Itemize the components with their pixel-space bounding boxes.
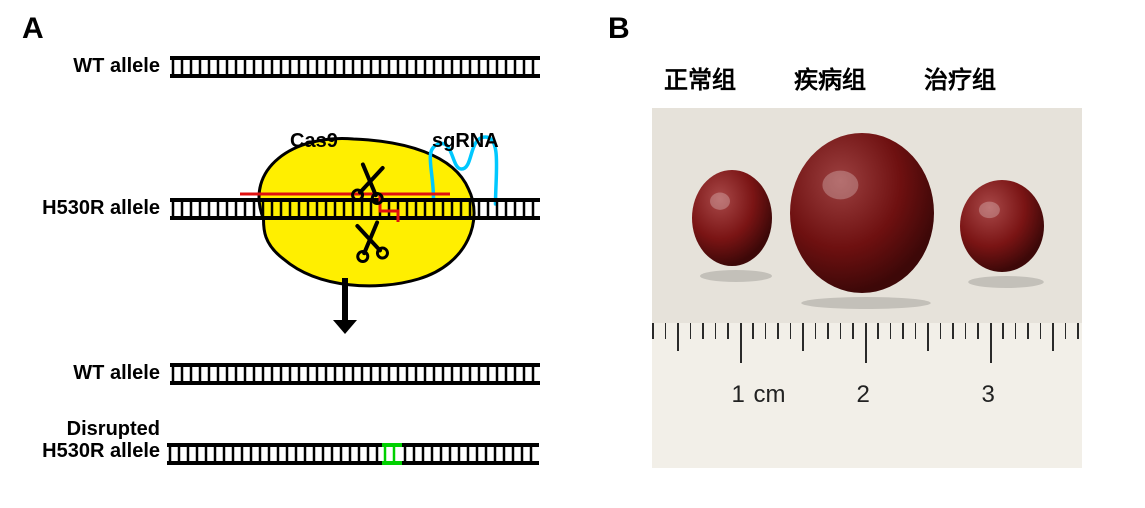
ruler-number: 1 (732, 381, 745, 409)
ruler-tick (1052, 323, 1054, 351)
label-wt-allele-2: WT allele (10, 362, 160, 385)
ruler-tick (840, 323, 842, 339)
ruler-tick (927, 323, 929, 351)
panel-b-label: B (608, 12, 630, 46)
ruler-tick (665, 323, 667, 339)
ruler-tick (940, 323, 942, 339)
ruler-tick (952, 323, 954, 339)
ruler-tick (1027, 323, 1029, 339)
label-normal-group: 正常组 (650, 60, 750, 95)
ruler: 1 cm 2 3 (652, 323, 1082, 468)
wt-allele-2 (170, 365, 540, 383)
ruler-tick (877, 323, 879, 339)
label-disrupted-line2: H530R allele (10, 440, 160, 463)
ruler-tick (1002, 323, 1004, 339)
ruler-tick (915, 323, 917, 339)
ruler-tick (815, 323, 817, 339)
ruler-tick (752, 323, 754, 339)
wt-allele-1 (170, 58, 540, 76)
ruler-tick (715, 323, 717, 339)
label-disrupted-line1: Disrupted (10, 418, 160, 441)
arrow-head (333, 320, 357, 334)
ruler-tick (902, 323, 904, 339)
ruler-tick (677, 323, 679, 351)
ruler-unit: cm (754, 381, 786, 409)
ruler-tick (727, 323, 729, 339)
disrupted-allele-short (167, 445, 382, 463)
label-treatment-group: 治疗组 (910, 60, 1010, 95)
ruler-number: 2 (857, 381, 870, 409)
figure-root: A WT allele H530R allele Cas9 sgRNA WT a… (0, 0, 1145, 508)
ruler-tick (827, 323, 829, 339)
ruler-tick (652, 323, 654, 339)
organs-svg (652, 108, 1082, 323)
ruler-tick (790, 323, 792, 339)
ruler-tick (1077, 323, 1079, 339)
ruler-tick (777, 323, 779, 339)
label-cas9: Cas9 (290, 130, 338, 153)
ruler-tick (765, 323, 767, 339)
label-disease-group: 疾病组 (780, 60, 880, 95)
disrupted-allele-marker (382, 445, 402, 463)
ruler-tick (802, 323, 804, 351)
organ-normal (692, 170, 772, 266)
ruler-tick (865, 323, 868, 363)
ruler-tick (690, 323, 692, 339)
ruler-tick (740, 323, 743, 363)
label-sgrna: sgRNA (432, 130, 499, 153)
ruler-tick (1065, 323, 1067, 339)
ruler-tick (702, 323, 704, 339)
organ-disease (790, 133, 934, 293)
ruler-tick (965, 323, 967, 339)
ruler-tick (1015, 323, 1017, 339)
ruler-tick (890, 323, 892, 339)
ruler-tick (1040, 323, 1042, 339)
organ-treatment (960, 180, 1044, 272)
label-h530r-allele: H530R allele (10, 197, 160, 220)
ruler-tick (977, 323, 979, 339)
label-wt-allele-1: WT allele (10, 55, 160, 78)
ruler-tick (990, 323, 993, 363)
photo-frame: 1 cm 2 3 (652, 108, 1082, 468)
ruler-tick (852, 323, 854, 339)
ruler-number: 3 (982, 381, 995, 409)
disrupted-allele-rest (402, 445, 539, 463)
